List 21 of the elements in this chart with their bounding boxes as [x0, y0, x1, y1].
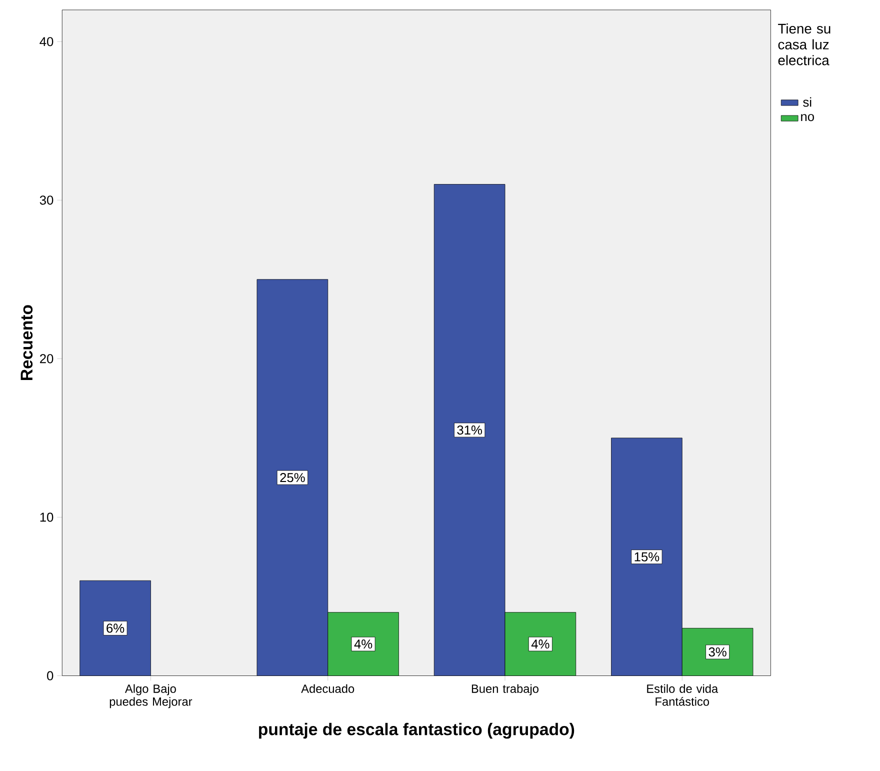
y-tick-label: 10	[40, 512, 54, 522]
data-label: 15%	[634, 552, 660, 562]
x-tick-label: Algo Bajo puedes Mejorar	[110, 684, 192, 708]
x-tick-label: Adecuado	[301, 684, 354, 693]
y-axis-title: Recuento	[20, 305, 33, 380]
y-tick-label: 30	[40, 196, 54, 205]
y-tick-label: 40	[40, 37, 54, 46]
data-label: 31%	[457, 425, 482, 435]
y-tick-label: 0	[47, 671, 54, 680]
legend-label: si	[803, 97, 812, 107]
x-tick-label: Estilo de vida Fantástico	[647, 684, 718, 706]
data-label: 3%	[708, 647, 726, 656]
legend-label: no	[801, 114, 814, 122]
data-label: 25%	[280, 472, 305, 482]
data-label: 4%	[354, 639, 372, 648]
x-tick-label: Buen trabajo	[472, 684, 538, 696]
data-label: 6%	[106, 624, 124, 633]
data-label: 4%	[531, 639, 550, 648]
legend-title: Tiene su casa luz electrica	[778, 23, 830, 66]
x-axis-title: puntaje de escala fantastico (agrupado)	[259, 722, 574, 739]
y-tick-label: 20	[40, 354, 54, 364]
